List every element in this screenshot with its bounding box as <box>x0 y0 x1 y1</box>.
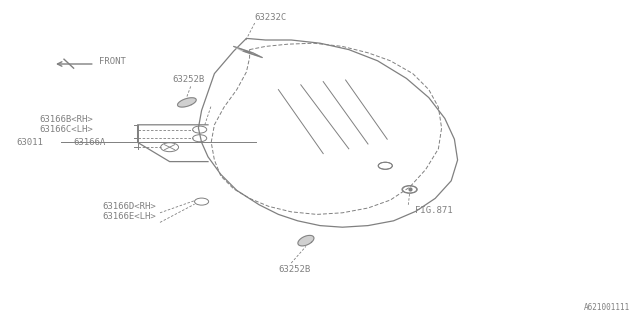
Text: 63166E<LH>: 63166E<LH> <box>102 212 156 221</box>
Text: 63252B: 63252B <box>173 75 205 84</box>
Text: 63252B: 63252B <box>278 265 310 274</box>
Text: 63166C<LH>: 63166C<LH> <box>40 125 93 134</box>
Text: A621001111: A621001111 <box>584 303 630 312</box>
Polygon shape <box>177 98 196 107</box>
Text: 63011: 63011 <box>16 138 43 147</box>
Text: FRONT: FRONT <box>99 57 126 66</box>
Polygon shape <box>234 46 262 58</box>
Text: FIG.871: FIG.871 <box>415 206 452 215</box>
Text: 63166A: 63166A <box>74 138 106 147</box>
Text: 63166D<RH>: 63166D<RH> <box>102 202 156 211</box>
Text: 63232C: 63232C <box>255 13 287 22</box>
Polygon shape <box>298 236 314 246</box>
Text: 63166B<RH>: 63166B<RH> <box>40 115 93 124</box>
